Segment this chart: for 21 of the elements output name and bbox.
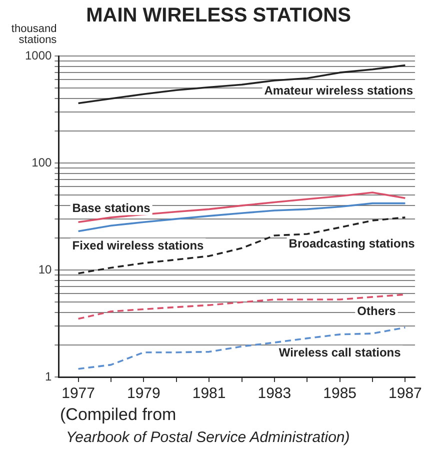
- series-label: Broadcasting stations: [288, 236, 416, 250]
- series-label: Others: [357, 304, 396, 318]
- x-tick-label: 1981: [192, 385, 226, 402]
- text: Yearbook of Postal Service Administration): [66, 429, 350, 446]
- y-tick-label: 10: [38, 262, 52, 276]
- x-tick-label: 1983: [258, 385, 292, 402]
- text: (Compiled from: [60, 405, 176, 424]
- x-tick-label: 1977: [62, 385, 95, 402]
- y-axis-title: thousand stations: [11, 23, 58, 46]
- series-label: Fixed wireless stations: [72, 238, 204, 252]
- x-tick-label: 1987: [388, 385, 422, 402]
- series-label: Wireless call stations: [278, 345, 402, 360]
- series-label: Amateur wireless stations: [264, 84, 414, 98]
- y-tick-label: 1: [45, 369, 52, 384]
- y-tick-label: 1000: [24, 48, 52, 62]
- x-tick-label: 1979: [127, 385, 160, 402]
- y-tick-label: 100: [32, 155, 52, 170]
- x-tick-label: 1985: [323, 385, 357, 402]
- chart-title: MAIN WIRELESS STATIONS: [86, 4, 351, 27]
- series-label: Base stations: [72, 201, 151, 216]
- line-series: [77, 326, 406, 370]
